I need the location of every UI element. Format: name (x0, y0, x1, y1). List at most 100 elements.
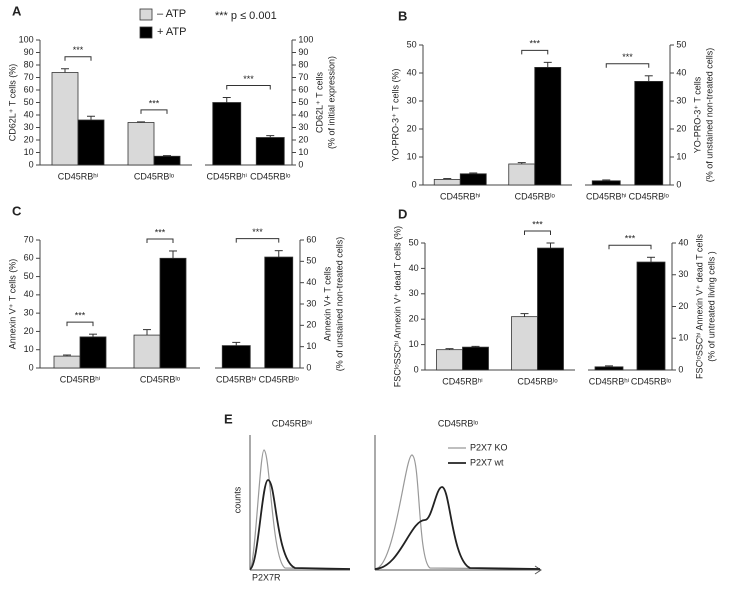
y-tick-label: 50 (298, 97, 308, 107)
y-tick-label: 70 (24, 72, 34, 82)
y-tick-label: 80 (24, 59, 34, 69)
y-tick-label: 90 (24, 47, 34, 57)
bar (153, 155, 181, 166)
y-tick-label: 40 (298, 109, 308, 119)
y-tick-label: 90 (298, 47, 308, 57)
bar (591, 180, 621, 186)
y-tick-label: 30 (676, 95, 686, 105)
y-tick-label: 40 (306, 277, 316, 287)
y-axis-label: (% of untreated living cells ) (706, 251, 716, 362)
y-axis-label: CD62L⁺ T cells (314, 72, 324, 133)
y-tick-label: 10 (306, 341, 316, 351)
y-tick-label: 0 (678, 364, 683, 374)
bar (77, 119, 105, 166)
histogram-wt (374, 486, 541, 570)
bar (133, 334, 161, 369)
bar (459, 173, 487, 186)
x-tick-label: CD45RBˡᵒ (259, 374, 300, 384)
y-tick-label: 40 (678, 237, 688, 247)
y-tick-label: 30 (24, 122, 34, 132)
y-tick-label: 30 (407, 95, 417, 105)
legend-swatch (139, 8, 153, 21)
y-tick-label: 20 (306, 320, 316, 330)
y-tick-label: 20 (298, 134, 308, 144)
y-tick-label: 30 (409, 288, 419, 298)
significance-bracket (146, 238, 174, 243)
y-tick-label: 80 (298, 59, 308, 69)
x-tick-label: CD45RBʰⁱ (440, 191, 481, 201)
histogram-ko (249, 449, 351, 570)
y-axis-label: Annexin V+ T cells (322, 266, 332, 341)
legend-note: *** p ≤ 0.001 (215, 10, 277, 22)
y-tick-label: 10 (676, 151, 686, 161)
y-axis-label: (% of initial expression) (326, 56, 336, 149)
y-tick-label: 40 (409, 263, 419, 273)
x-tick-label: CD45RBʰⁱ (216, 374, 257, 384)
x-tick-label: CD45RBʰⁱ (206, 171, 247, 181)
x-tick-label: CD45RBˡᵒ (134, 171, 175, 181)
significance-bracket (226, 85, 271, 90)
x-tick-label: CD45RBˡᵒ (250, 171, 291, 181)
legend-label: + ATP (157, 26, 186, 38)
histogram-ko (374, 454, 541, 570)
x-tick-label: CD45RBˡᵒ (631, 376, 672, 386)
bar (264, 256, 294, 369)
legend-label: P2X7 wt (470, 457, 504, 467)
y-tick-label: 50 (306, 256, 316, 266)
y-tick-label: 0 (676, 179, 681, 189)
y-tick-label: 10 (24, 344, 34, 354)
y-tick-label: 30 (298, 122, 308, 132)
histogram-wt (249, 479, 351, 570)
x-tick-label: CD45RBʰⁱ (586, 191, 627, 201)
x-axis-label: P2X7R (252, 572, 281, 582)
histogram-left (249, 435, 351, 571)
x-tick-label: CD45RBʰⁱ (58, 171, 99, 181)
bar (508, 163, 536, 186)
y-axis-label: FSCˡᵒSSCʰⁱ Annexin V⁺ dead T cells (694, 234, 704, 379)
y-tick-label: 50 (407, 39, 417, 49)
significance-bracket (524, 230, 551, 235)
y-axis-label: counts (232, 486, 242, 513)
bar (212, 102, 242, 166)
x-tick-label: CD45RBˡᵒ (515, 191, 556, 201)
y-tick-label: 0 (306, 362, 311, 372)
y-tick-label: 40 (24, 289, 34, 299)
significance-label: *** (149, 98, 160, 108)
y-tick-label: 40 (407, 67, 417, 77)
y-tick-label: 0 (414, 364, 419, 374)
significance-label: *** (532, 219, 543, 229)
panel-letter: C (12, 203, 22, 218)
legend-label: P2X7 KO (470, 442, 508, 452)
significance-label: *** (75, 311, 86, 321)
significance-bracket (64, 56, 92, 61)
significance-label: *** (622, 52, 633, 62)
significance-label: *** (73, 45, 84, 55)
y-axis-label: (% of unstained non-treated cells) (704, 48, 714, 183)
significance-bracket (605, 63, 650, 68)
y-tick-label: 30 (306, 298, 316, 308)
y-tick-label: 20 (24, 134, 34, 144)
significance-bracket (235, 238, 280, 243)
panel-letter: E (224, 411, 233, 426)
bar (634, 81, 664, 186)
significance-label: *** (155, 227, 166, 237)
bar (159, 257, 187, 369)
y-tick-label: 60 (306, 234, 316, 244)
bar (436, 349, 463, 371)
y-tick-label: 20 (407, 123, 417, 133)
y-axis-label: YO-PRO-3⁺ T cells (%) (390, 69, 400, 162)
y-tick-label: 40 (24, 109, 34, 119)
x-tick-label: CD45RBʰⁱ (589, 376, 630, 386)
y-tick-label: 10 (24, 147, 34, 157)
axis-arrow (534, 565, 542, 575)
x-tick-label: CD45RBˡᵒ (629, 191, 670, 201)
y-tick-label: 10 (678, 333, 688, 343)
bar (462, 346, 489, 371)
y-tick-label: 30 (24, 308, 34, 318)
bar (511, 316, 538, 371)
bar (221, 345, 251, 369)
y-tick-label: 60 (24, 253, 34, 263)
y-tick-label: 40 (676, 67, 686, 77)
y-tick-label: 70 (298, 72, 308, 82)
significance-bracket (521, 49, 549, 55)
